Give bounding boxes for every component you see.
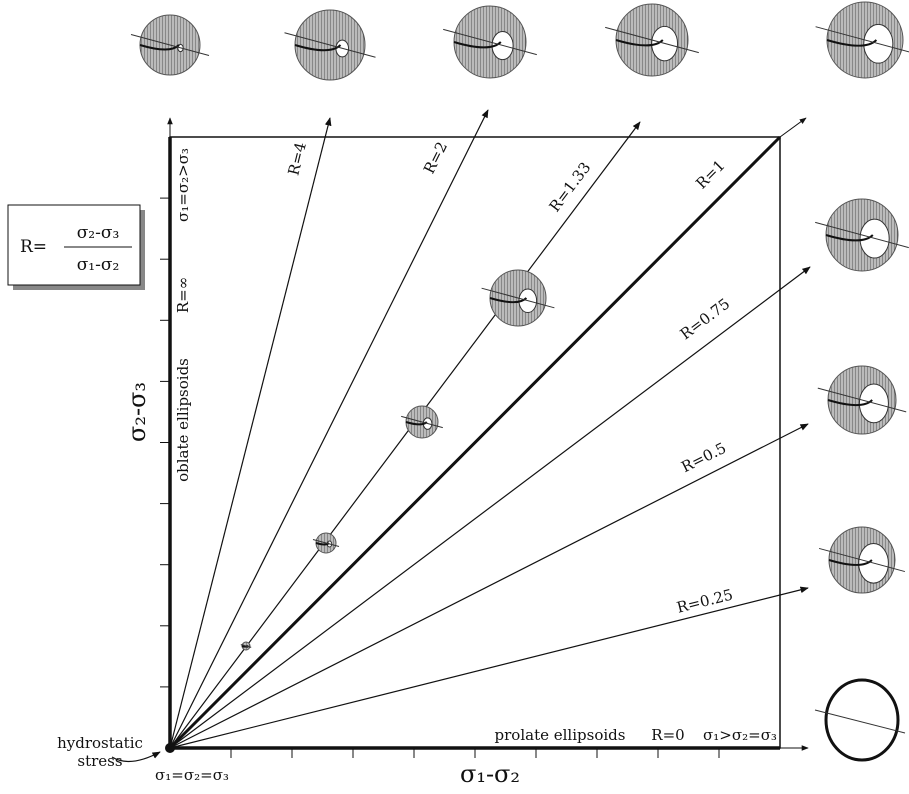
ray-label: R=0 <box>651 726 684 744</box>
ray <box>170 118 330 748</box>
ray-label: R=1.33 <box>546 159 595 216</box>
ray-label: R=1 <box>692 156 728 192</box>
diagram: R= σ₂-σ₃ σ₁-σ₂ σ₁-σ₂ σ₂-σ₃ σ₁=σ₂>σ₃ R=∞ … <box>0 0 909 790</box>
ray-label: R=0.25 <box>675 585 735 616</box>
side-label: R=∞ <box>174 277 192 313</box>
formula-numerator: σ₂-σ₃ <box>77 223 120 243</box>
ray-label: R=0.75 <box>677 295 734 344</box>
ray-label: R=0.5 <box>678 439 729 476</box>
origin-label: σ₁=σ₂=σ₃ <box>155 766 229 784</box>
ray <box>170 588 808 748</box>
ellipsoid <box>285 10 376 80</box>
ray-label: R=2 <box>420 139 451 177</box>
ray <box>780 118 806 137</box>
ray <box>170 110 488 748</box>
ray <box>170 424 808 748</box>
ellipsoid <box>605 4 699 76</box>
ellipsoid-body <box>826 680 898 760</box>
ellipsoid <box>815 199 909 271</box>
hydrostatic-label: stress <box>77 752 122 770</box>
ellipsoid <box>818 366 906 434</box>
x-axis-label: σ₁-σ₂ <box>460 760 520 788</box>
ellipsoid <box>401 406 443 438</box>
ray-label: R=4 <box>284 140 310 177</box>
ellipsoid <box>241 642 251 650</box>
ellipsoid <box>131 15 209 75</box>
ellipsoid <box>313 533 339 553</box>
side-label: oblate ellipsoids <box>174 358 192 482</box>
ellipsoid <box>443 6 537 78</box>
ray <box>170 122 640 748</box>
ellipsoid <box>819 527 905 593</box>
side-label: prolate ellipsoids <box>495 726 626 744</box>
formula-lhs: R= <box>20 237 47 257</box>
ellipsoid <box>816 2 909 78</box>
ray <box>170 267 810 748</box>
y-axis-label: σ₂-σ₃ <box>123 382 151 442</box>
side-label: σ₁>σ₂=σ₃ <box>703 726 777 744</box>
hydrostatic-label: hydrostatic <box>57 734 143 752</box>
side-label: σ₁=σ₂>σ₃ <box>174 148 192 222</box>
formula-denominator: σ₁-σ₂ <box>77 255 120 275</box>
ray <box>170 137 780 748</box>
